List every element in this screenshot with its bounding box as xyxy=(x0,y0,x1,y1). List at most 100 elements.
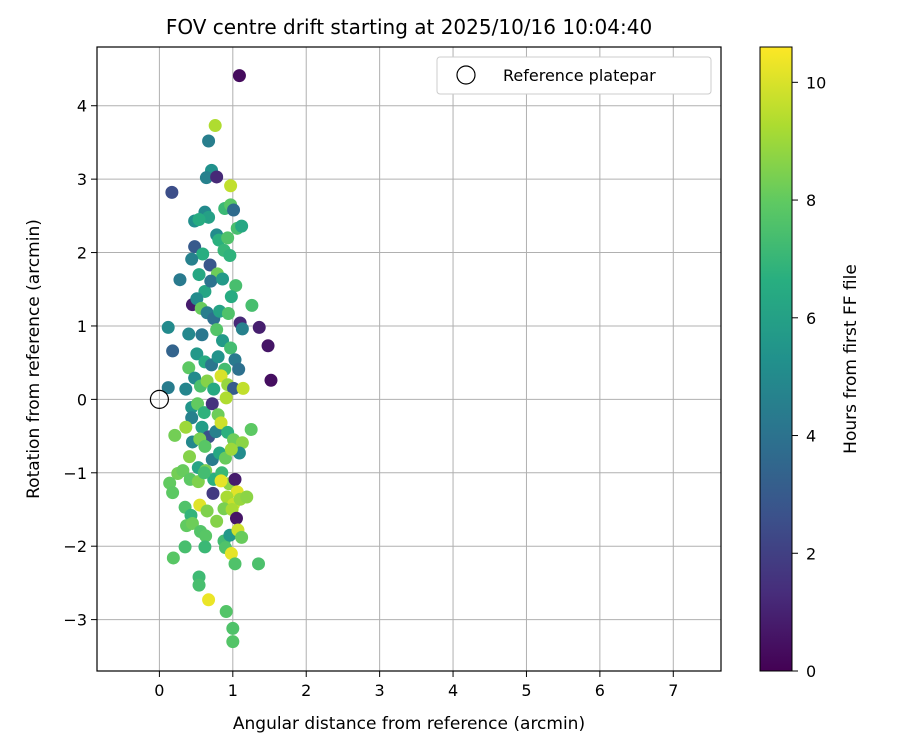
data-point xyxy=(202,134,216,148)
data-point xyxy=(195,328,209,342)
data-point xyxy=(252,557,266,571)
x-tick-label: 4 xyxy=(448,681,458,700)
data-point xyxy=(178,540,192,554)
legend-label-reference: Reference platepar xyxy=(503,66,656,85)
legend: Reference platepar xyxy=(436,56,712,95)
data-point xyxy=(190,347,204,361)
y-tick-label: 3 xyxy=(77,170,87,189)
data-point xyxy=(214,416,228,430)
data-point xyxy=(228,557,242,571)
data-point xyxy=(235,436,249,450)
legend-marker-reference xyxy=(456,65,476,85)
data-point xyxy=(261,339,275,353)
reference-platepar-marker xyxy=(149,389,169,409)
data-point xyxy=(224,179,238,193)
data-point xyxy=(240,490,254,504)
data-point xyxy=(197,406,211,420)
colorbar-tick-label: 4 xyxy=(806,427,816,446)
data-point xyxy=(161,320,175,334)
data-point xyxy=(198,540,212,554)
data-point xyxy=(232,362,246,376)
data-point xyxy=(245,298,259,312)
chart-title: FOV centre drift starting at 2025/10/16 … xyxy=(166,15,652,39)
y-axis-label: Rotation from reference (arcmin) xyxy=(24,219,44,499)
colorbar-tick-label: 8 xyxy=(806,191,816,210)
data-point xyxy=(210,514,224,528)
data-point xyxy=(192,213,206,227)
data-point xyxy=(205,397,219,411)
y-tick-label: −1 xyxy=(63,464,87,483)
data-point xyxy=(166,344,180,358)
data-point xyxy=(210,323,224,337)
data-point xyxy=(229,279,243,293)
x-tick-label: 6 xyxy=(595,681,605,700)
data-point xyxy=(204,274,218,288)
data-point xyxy=(200,504,214,518)
data-point xyxy=(182,327,196,341)
x-axis-ticks: 0 1 2 3 4 5 6 7 xyxy=(154,671,678,700)
y-tick-label: 0 xyxy=(77,390,87,409)
data-point xyxy=(252,320,266,334)
y-tick-label: −3 xyxy=(63,611,87,630)
colorbar-gradient xyxy=(759,46,793,672)
data-point xyxy=(182,361,196,375)
data-point xyxy=(185,411,199,425)
data-point xyxy=(168,428,182,442)
y-tick-label: −2 xyxy=(63,537,87,556)
colorbar: 0 2 4 6 8 10 Hours from first FF file xyxy=(759,46,861,681)
reference-marker-group xyxy=(149,389,169,409)
y-axis-ticks: −3 −2 −1 0 1 2 3 4 xyxy=(63,97,97,630)
colorbar-tick-label: 6 xyxy=(806,309,816,328)
data-point xyxy=(229,511,243,525)
data-point xyxy=(161,381,175,395)
data-point xyxy=(165,185,179,199)
data-point xyxy=(176,464,190,478)
data-point xyxy=(192,268,206,282)
data-point xyxy=(219,391,233,405)
data-point xyxy=(214,474,228,488)
data-point xyxy=(235,322,249,336)
data-point xyxy=(227,381,241,395)
y-tick-label: 1 xyxy=(77,317,87,336)
data-point xyxy=(207,382,221,396)
x-tick-label: 0 xyxy=(154,681,164,700)
data-point xyxy=(235,219,249,233)
data-point xyxy=(166,486,180,500)
data-point xyxy=(185,516,199,530)
data-point xyxy=(196,247,210,261)
x-tick-label: 3 xyxy=(375,681,385,700)
grid-lines xyxy=(97,47,721,671)
data-point xyxy=(195,420,209,434)
data-point xyxy=(192,578,206,592)
plot-frame xyxy=(96,46,722,672)
data-point xyxy=(199,529,213,543)
colorbar-tick-label: 2 xyxy=(806,544,816,563)
x-tick-label: 5 xyxy=(521,681,531,700)
colorbar-label: Hours from first FF file xyxy=(841,264,861,454)
data-point xyxy=(202,593,216,607)
data-point xyxy=(179,420,193,434)
data-point xyxy=(224,442,238,456)
x-axis-label: Angular distance from reference (arcmin) xyxy=(233,714,585,734)
data-point xyxy=(203,258,217,272)
data-point xyxy=(226,635,240,649)
data-point xyxy=(197,466,211,480)
data-point xyxy=(264,373,278,387)
data-point xyxy=(206,486,220,500)
data-point xyxy=(219,605,233,619)
data-point xyxy=(224,290,238,304)
data-point xyxy=(173,273,187,287)
data-point xyxy=(224,341,238,355)
data-point xyxy=(182,450,196,464)
data-point xyxy=(216,272,230,286)
colorbar-tick-label: 10 xyxy=(806,73,826,92)
data-point xyxy=(199,171,213,185)
colorbar-tick-label: 0 xyxy=(806,662,816,681)
data-point xyxy=(166,551,180,565)
data-point xyxy=(224,547,238,561)
data-point xyxy=(221,231,235,245)
data-point xyxy=(228,472,242,486)
y-tick-label: 2 xyxy=(77,244,87,263)
scatter-points xyxy=(161,69,278,649)
